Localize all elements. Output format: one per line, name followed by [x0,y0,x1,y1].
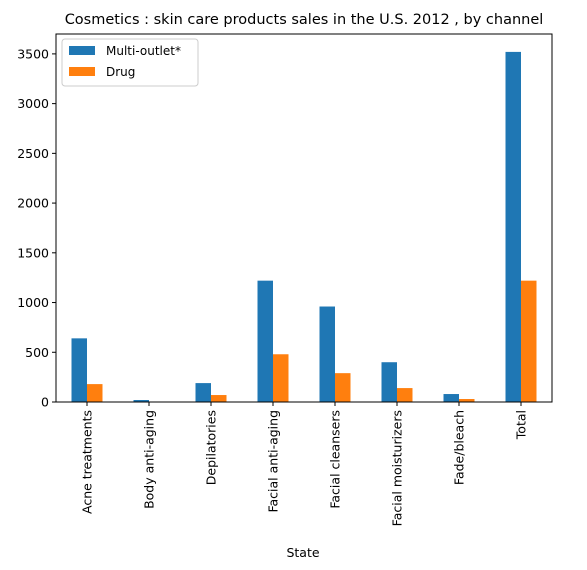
x-tick-label: Body anti-aging [142,410,157,509]
bar-drug-facial-anti-aging [273,354,289,402]
bar-multi-outlet-fade-bleach [443,394,459,402]
legend-label-multi-outlet: Multi-outlet* [106,44,181,58]
x-tick-label: Facial cleansers [328,410,343,509]
x-tick-label: Fade/bleach [452,410,467,485]
bar-multi-outlet-depilatories [195,383,211,402]
bar-multi-outlet-facial-moisturizers [381,362,397,402]
bar-drug-facial-cleansers [335,373,351,402]
bar-drug-total [521,280,537,402]
x-tick-label: Acne treatments [80,410,95,514]
legend: Multi-outlet* Drug [61,38,199,87]
y-tick-label: 2000 [17,196,49,211]
bar-multi-outlet-facial-anti-aging [257,280,273,402]
y-tick-label: 1000 [17,295,49,310]
bar-multi-outlet-facial-cleansers [319,306,335,402]
y-tick-label: 1500 [17,245,49,260]
bar-drug-acne-treatments [87,384,103,402]
bar-multi-outlet-body-anti-aging [133,400,149,402]
bar-drug-facial-moisturizers [397,388,413,402]
bar-drug-fade-bleach [459,399,475,402]
plot-frame [55,33,553,403]
x-tick-label: Total [514,410,529,440]
legend-swatch-multi-outlet [69,46,95,55]
bar-drug-depilatories [211,395,227,402]
y-tick-label: 2500 [17,146,49,161]
legend-swatch-drug [69,67,95,76]
y-tick-label: 3500 [17,46,49,61]
x-tick-label: Facial moisturizers [390,410,405,526]
chart-title: Cosmetics : skin care products sales in … [65,12,544,28]
bar-multi-outlet-total [505,51,521,403]
bar-multi-outlet-acne-treatments [71,338,87,402]
y-tick-label: 3000 [17,96,49,111]
x-tick-label: Facial anti-aging [266,410,281,513]
x-tick-label: Depilatories [204,410,219,485]
y-tick-label: 500 [25,345,49,360]
legend-box [61,38,199,87]
x-axis-label: State [286,545,319,560]
plot-area [71,51,537,403]
y-tick-label: 0 [41,395,49,410]
legend-label-drug: Drug [106,65,135,79]
